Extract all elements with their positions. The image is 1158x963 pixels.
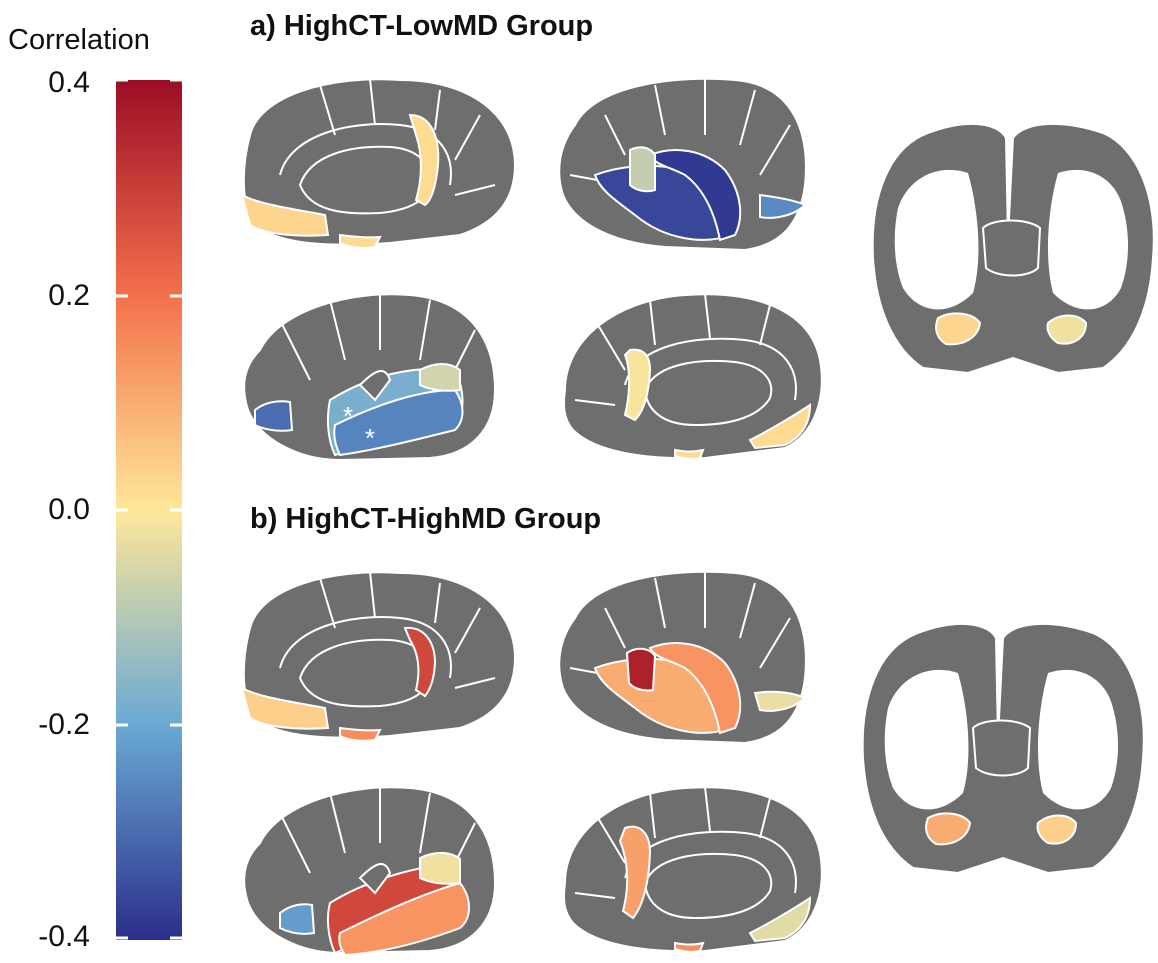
region-entorhinal (339, 726, 382, 742)
region-medial-orbitofrontal (240, 685, 330, 730)
region-transverse-temporal (629, 146, 656, 193)
region-amygdala-left (925, 812, 972, 846)
region-amygdala-right (1046, 314, 1088, 345)
region-isthmus-cingulate-right (623, 348, 652, 422)
region-pericalcarine (759, 193, 807, 219)
significance-asterisk: * (343, 401, 353, 431)
region-orbitofrontal-right (748, 896, 812, 943)
panel-a-lateral-left-view: * * (243, 293, 497, 462)
panel-b-lateral-left-view (243, 786, 497, 957)
region-entorhinal (674, 448, 705, 460)
panel-b-medial-left-view (240, 571, 517, 742)
region-amygdala-right (1036, 814, 1078, 845)
panel-a-coronal-slice (871, 122, 1155, 375)
region-orbitofrontal-right (748, 403, 812, 450)
region-transverse-temporal (625, 647, 657, 692)
region-isthmus-cingulate-right (618, 825, 652, 920)
region-lateral-occipital (753, 690, 807, 712)
region-middle-temporal-right (648, 149, 742, 242)
region-supramarginal-insula (419, 363, 461, 392)
region-middle-temporal-right (338, 881, 470, 957)
colorbar-tick-label: 0.0 (48, 493, 90, 526)
panel-b-title: b) HighCT-HighMD Group (250, 503, 602, 535)
region-isthmus-cingulate (403, 626, 437, 698)
panel-a-title: a) HighCT-LowMD Group (250, 10, 594, 42)
region-middle-temporal (333, 388, 464, 457)
region-pericalcarine (279, 903, 316, 935)
significance-asterisk: * (365, 423, 375, 453)
colorbar-tick-label: 0.4 (48, 66, 90, 99)
region-medial-orbitofrontal (240, 192, 330, 237)
colorbar-tick-label: -0.4 (38, 920, 90, 953)
colorbar-tick-label: -0.2 (38, 708, 90, 741)
region-lateral-occipital (254, 400, 294, 432)
panel-a-medial-right-view (563, 293, 823, 460)
colorbar (116, 78, 182, 940)
region-entorhinal (339, 233, 382, 249)
region-amygdala-left (935, 312, 982, 346)
panel-b-medial-right-view (563, 786, 823, 953)
panel-a-lateral-right-view (558, 77, 807, 252)
colorbar-tick-label: 0.2 (48, 279, 90, 312)
panel-b-lateral-right-view (558, 570, 807, 745)
colorbar-ticks (116, 78, 182, 940)
region-isthmus-cingulate (408, 113, 440, 207)
panel-a-medial-left-view (240, 78, 517, 249)
panel-b-coronal-slice (861, 622, 1145, 875)
region-supramarginal-insula (419, 851, 461, 885)
region-entorhinal (674, 941, 705, 953)
colorbar-title: Correlation (8, 24, 150, 56)
region-middle-temporal-right (648, 642, 742, 735)
